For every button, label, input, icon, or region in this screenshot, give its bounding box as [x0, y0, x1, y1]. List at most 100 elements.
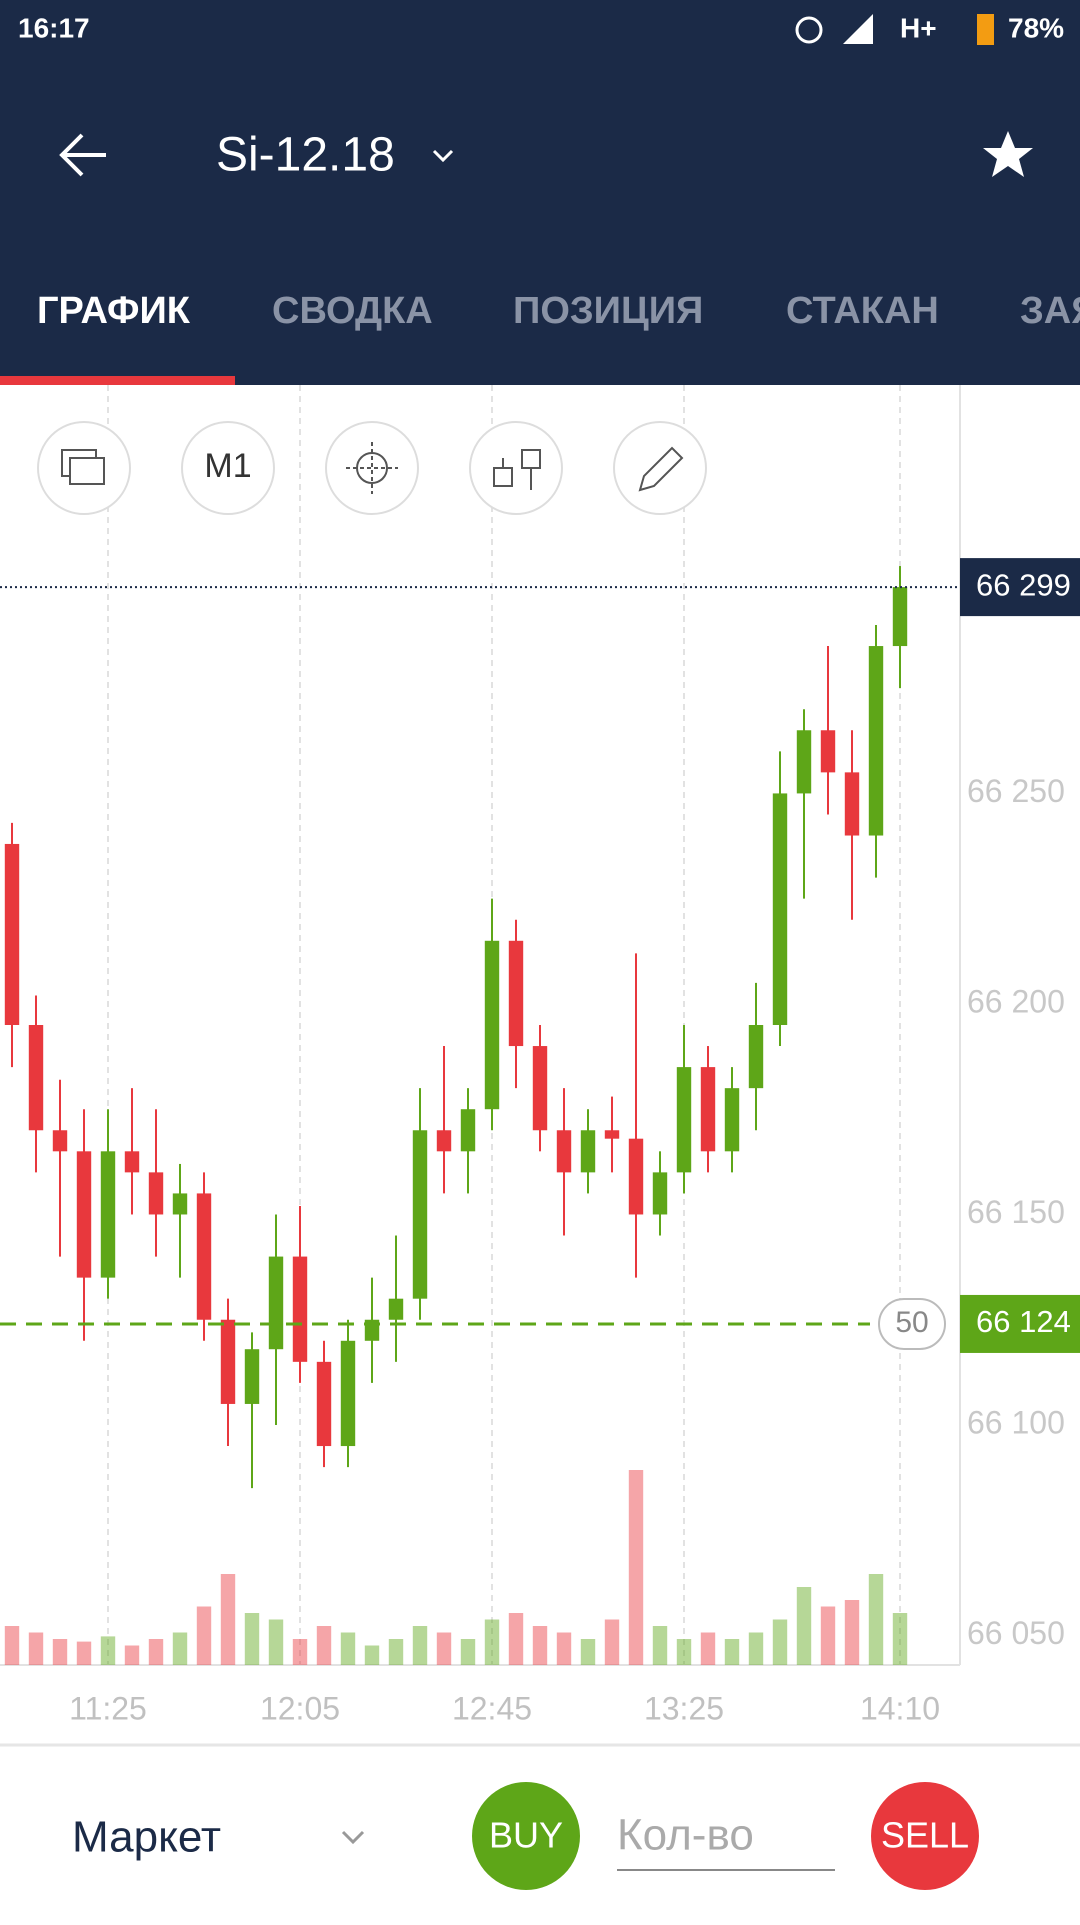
- draw-button[interactable]: [613, 421, 707, 515]
- candle-body: [52, 1130, 68, 1152]
- tab[interactable]: СТАКАН: [786, 290, 939, 332]
- volume-bar: [748, 1632, 764, 1665]
- volume-bar: [4, 1626, 20, 1665]
- order-level-label: 66 124: [976, 1304, 1071, 1339]
- volume-bar: [868, 1574, 884, 1665]
- candle-body: [76, 1151, 92, 1278]
- volume-bar: [508, 1613, 524, 1665]
- volume-bar: [196, 1606, 212, 1665]
- candle-body: [748, 1025, 764, 1089]
- battery-level: 78%: [1008, 12, 1064, 43]
- volume-bar: [124, 1645, 140, 1665]
- timeframe-button[interactable]: [181, 421, 275, 515]
- candle-body: [724, 1088, 740, 1152]
- app-bar: [0, 0, 1080, 385]
- candle-body: [28, 1025, 44, 1131]
- x-tick-label: 14:10: [860, 1690, 940, 1726]
- volume-bar: [892, 1613, 908, 1665]
- volume-bar: [340, 1632, 356, 1665]
- timeframe-label: M1: [204, 447, 251, 485]
- last-price-label: 66 299: [976, 567, 1071, 602]
- candle-body: [508, 940, 524, 1047]
- volume-bar: [292, 1639, 308, 1665]
- volume-bar: [556, 1632, 572, 1665]
- candle-body: [628, 1138, 644, 1215]
- signal-icon: [843, 14, 873, 44]
- volume-bar: [76, 1641, 92, 1665]
- order-type[interactable]: Маркет: [72, 1813, 221, 1862]
- candle-body: [700, 1067, 716, 1152]
- x-tick-label: 12:45: [452, 1690, 532, 1726]
- network-type: H+: [900, 12, 937, 43]
- layers-icon: [69, 457, 105, 485]
- buy-label: BUY: [489, 1815, 563, 1856]
- candle-body: [268, 1256, 284, 1350]
- candle-body: [388, 1298, 404, 1320]
- y-tick-label: 66 100: [967, 1404, 1065, 1440]
- volume-bar: [796, 1587, 812, 1665]
- volume-bar: [604, 1619, 620, 1665]
- volume-bar: [772, 1619, 788, 1665]
- volume-bar: [220, 1574, 236, 1665]
- volume-bar: [484, 1619, 500, 1665]
- candle-body: [676, 1067, 692, 1173]
- tab[interactable]: ЗАЯ: [1020, 290, 1080, 332]
- pencil-icon: [638, 446, 684, 492]
- crosshair-button[interactable]: [325, 421, 419, 515]
- candle-body: [412, 1130, 428, 1299]
- x-tick-label: 13:25: [644, 1690, 724, 1726]
- sell-button[interactable]: [871, 1782, 979, 1890]
- candle-body: [244, 1349, 260, 1404]
- volume-bar: [172, 1632, 188, 1665]
- crosshair-icon: [346, 442, 398, 494]
- favorite-star[interactable]: [983, 131, 1033, 177]
- candle-body: [796, 730, 812, 794]
- volume-bar: [316, 1626, 332, 1665]
- candle-body: [4, 843, 20, 1025]
- volume-bar: [412, 1626, 428, 1665]
- order-level-box: [960, 1294, 1080, 1353]
- candle-body: [148, 1172, 164, 1215]
- candle-body: [604, 1130, 620, 1139]
- chart-type-button[interactable]: [469, 421, 563, 515]
- y-tick-label: 66 050: [967, 1615, 1065, 1651]
- volume-bar: [652, 1626, 668, 1665]
- chart-type-icon: [502, 458, 532, 490]
- order-quantity-badge: [878, 1297, 946, 1350]
- volume-bar: [724, 1639, 740, 1665]
- volume-bar: [460, 1639, 476, 1665]
- order-type-dropdown[interactable]: [341, 1830, 365, 1845]
- volume-bar: [28, 1632, 44, 1665]
- candle-body: [772, 793, 788, 1025]
- volume-bar: [820, 1606, 836, 1665]
- volume-bar: [52, 1639, 68, 1665]
- candle-body: [580, 1130, 596, 1173]
- volume-bar: [268, 1619, 284, 1665]
- tab[interactable]: СВОДКА: [272, 290, 433, 332]
- x-tick-label: 11:25: [69, 1690, 147, 1726]
- candle-body: [460, 1109, 476, 1152]
- volume-bar: [676, 1639, 692, 1665]
- tab[interactable]: ПОЗИЦИЯ: [513, 290, 703, 332]
- candle-body: [652, 1172, 668, 1215]
- candle-body: [892, 587, 908, 647]
- back-button[interactable]: [59, 133, 106, 177]
- volume-bar: [436, 1632, 452, 1665]
- candle-body: [196, 1193, 212, 1320]
- candle-body: [820, 730, 836, 773]
- instrument-title[interactable]: Si-12.18: [216, 129, 395, 182]
- candle-body: [532, 1046, 548, 1131]
- volume-bar: [388, 1639, 404, 1665]
- order-quantity: 50: [895, 1306, 928, 1339]
- candle-body: [292, 1256, 308, 1362]
- quantity-input[interactable]: Кол-во: [617, 1811, 754, 1860]
- last-price-box: [960, 558, 1080, 617]
- candle-body: [316, 1361, 332, 1447]
- instrument-dropdown[interactable]: [432, 149, 454, 163]
- alarm-icon: [795, 16, 823, 44]
- candle-body: [868, 646, 884, 836]
- tab[interactable]: ГРАФИК: [37, 290, 191, 332]
- buy-button[interactable]: [472, 1782, 580, 1890]
- battery-icon: [977, 14, 994, 45]
